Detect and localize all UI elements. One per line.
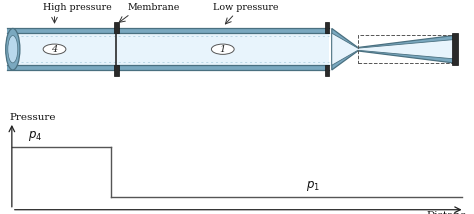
Ellipse shape [6, 28, 20, 70]
Text: 4: 4 [51, 45, 58, 54]
Bar [452, 33, 458, 65]
Ellipse shape [8, 36, 18, 63]
Bar [7, 28, 329, 33]
Text: Pressure: Pressure [9, 113, 56, 122]
Text: Distanc: Distanc [426, 211, 466, 214]
Bar [325, 65, 329, 76]
Polygon shape [332, 28, 455, 70]
Circle shape [211, 44, 234, 54]
Text: Membrane: Membrane [128, 3, 180, 12]
Polygon shape [332, 33, 455, 65]
Bar [7, 65, 329, 70]
Bar [114, 65, 118, 76]
Bar [7, 33, 329, 65]
Bar [325, 22, 329, 33]
Text: Low pressure: Low pressure [213, 3, 279, 12]
Bar [358, 35, 455, 63]
Text: High pressure: High pressure [43, 3, 111, 12]
Bar [114, 22, 118, 33]
Text: 1: 1 [219, 45, 226, 54]
Text: $p_1$: $p_1$ [306, 179, 319, 193]
Text: $p_4$: $p_4$ [28, 129, 43, 143]
Circle shape [43, 44, 66, 54]
